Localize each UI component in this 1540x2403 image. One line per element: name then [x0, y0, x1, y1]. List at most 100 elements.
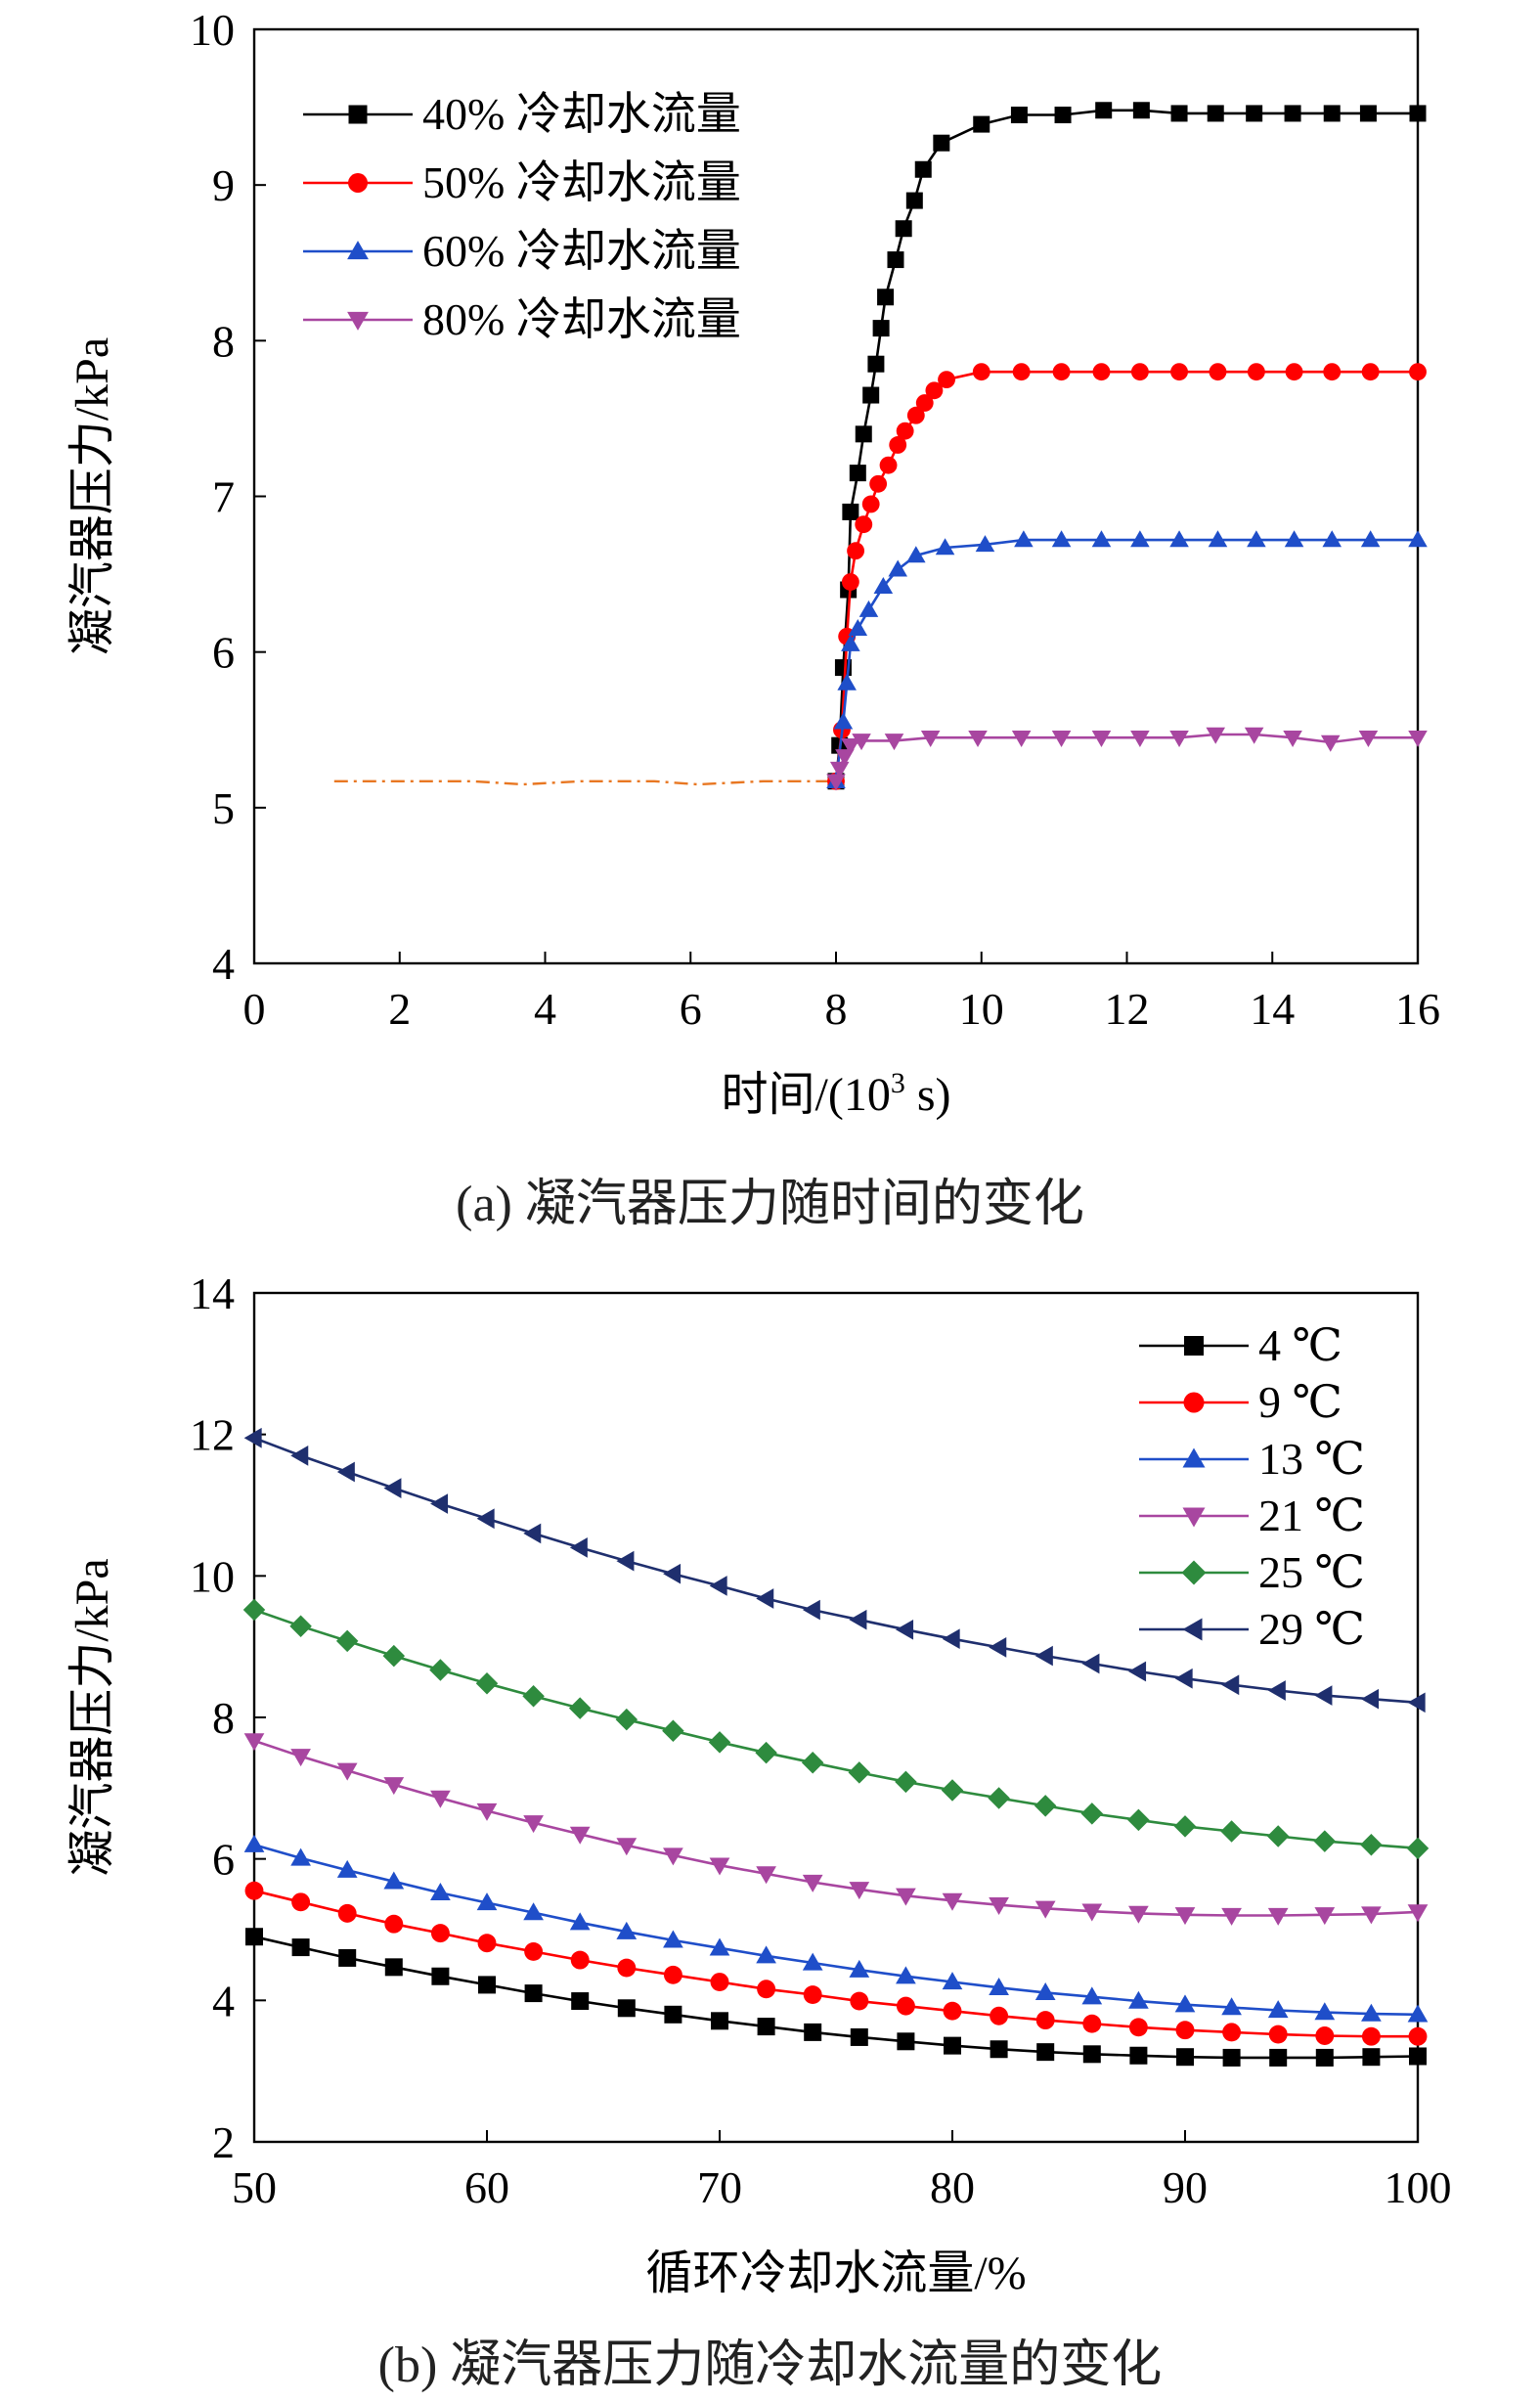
data-point [1283, 730, 1302, 747]
data-point [1407, 1904, 1429, 1923]
data-point [383, 1478, 402, 1498]
series-3 [243, 1834, 1429, 2023]
y-tick-label: 6 [212, 628, 235, 678]
data-point [708, 1731, 731, 1754]
data-point [915, 394, 934, 412]
data-point [430, 1924, 450, 1943]
data-point [756, 1866, 776, 1885]
data-point [855, 515, 873, 534]
y-tick-label: 10 [190, 1551, 235, 1601]
data-point [662, 1719, 684, 1742]
data-point [1081, 1903, 1103, 1922]
data-point [289, 1615, 312, 1637]
data-point [1127, 1808, 1150, 1832]
data-point [804, 2023, 822, 2041]
series-line [253, 1437, 1419, 1705]
data-point [942, 1892, 963, 1911]
data-point [383, 1871, 405, 1890]
data-point [523, 1815, 544, 1834]
data-point [1034, 1982, 1056, 2001]
data-point [889, 436, 907, 454]
data-point [841, 573, 859, 591]
series-line [253, 1843, 1419, 2017]
data-point [1406, 1837, 1430, 1860]
data-point [664, 2005, 682, 2024]
data-point [1320, 734, 1341, 752]
data-point [523, 1523, 542, 1544]
data-point [711, 2012, 728, 2030]
series-line [834, 109, 1418, 781]
x-tick-label: 2 [388, 984, 411, 1034]
y-tick-label: 8 [212, 316, 235, 366]
data-point [975, 535, 995, 553]
data-point [867, 355, 885, 373]
data-point [801, 1752, 824, 1774]
data-point [290, 1847, 311, 1866]
data-point [1081, 1653, 1100, 1674]
data-point [757, 2018, 775, 2036]
series-line [253, 1739, 1419, 1917]
data-point [849, 465, 866, 482]
data-point [616, 1838, 638, 1856]
data-point [1266, 1825, 1290, 1847]
data-point [943, 2001, 962, 2021]
data-point [841, 634, 860, 651]
data-point [431, 1967, 450, 1985]
data-point [896, 1996, 915, 2016]
data-point [1408, 2026, 1428, 2046]
data-point [522, 1685, 545, 1708]
legend-label: 80% 冷却水流量 [422, 294, 741, 344]
data-point [1132, 102, 1150, 119]
data-point [1409, 105, 1427, 122]
data-point [869, 474, 888, 493]
y-axis-label: 凝汽器压力/kPa [66, 1558, 118, 1876]
data-point [833, 712, 854, 730]
data-point [617, 1999, 636, 2018]
legend-marker [1181, 1560, 1207, 1585]
y-tick-label: 5 [212, 783, 235, 833]
data-point [1082, 2014, 1102, 2033]
data-point [429, 1659, 452, 1681]
data-point [1315, 2026, 1335, 2045]
data-point [569, 1537, 588, 1558]
data-point [523, 1902, 544, 1921]
data-point [826, 774, 846, 791]
x-tick-label: 4 [534, 984, 556, 1034]
data-point [1130, 730, 1150, 747]
legend-label: 50% 冷却水流量 [422, 157, 741, 207]
data-point [1175, 2021, 1195, 2040]
data-point [384, 1958, 403, 1977]
data-point [1362, 2048, 1381, 2067]
data-point [1206, 727, 1226, 744]
data-point [524, 1984, 543, 2003]
series-line [253, 1889, 1418, 2038]
y-axis-label: 凝汽器压力/kPa [66, 337, 118, 655]
data-point [879, 456, 898, 474]
data-point [245, 1928, 263, 1946]
series-1 [245, 1928, 1427, 2067]
data-point [475, 1672, 499, 1695]
data-point [243, 1733, 265, 1752]
legend-marker [1182, 1447, 1206, 1468]
data-point [1244, 727, 1264, 744]
data-point [709, 1576, 727, 1596]
chart-b-condenser-pressure-vs-flow: 50 60 70 80 90 100 2 4 6 8 10 12 14 凝汽器压力/kPa 循环冷却水流量/… [66, 1271, 1452, 2299]
data-point [1221, 1907, 1242, 1926]
data-point [336, 1762, 358, 1781]
data-point [877, 289, 895, 306]
y-tick-label: 4 [212, 939, 235, 989]
data-point [1361, 1906, 1382, 1925]
data-point [1221, 1674, 1240, 1696]
data-point [291, 1892, 311, 1912]
data-point [476, 1892, 498, 1911]
data-point [1267, 1680, 1286, 1701]
legend-marker [1183, 1392, 1205, 1413]
data-point [973, 115, 990, 133]
data-point [244, 1881, 264, 1900]
data-point [862, 386, 880, 404]
data-point [617, 1958, 637, 1978]
series-line [834, 370, 1418, 781]
data-point [1051, 530, 1072, 548]
data-point [1174, 1668, 1193, 1689]
x-tick-label: 0 [243, 984, 266, 1034]
